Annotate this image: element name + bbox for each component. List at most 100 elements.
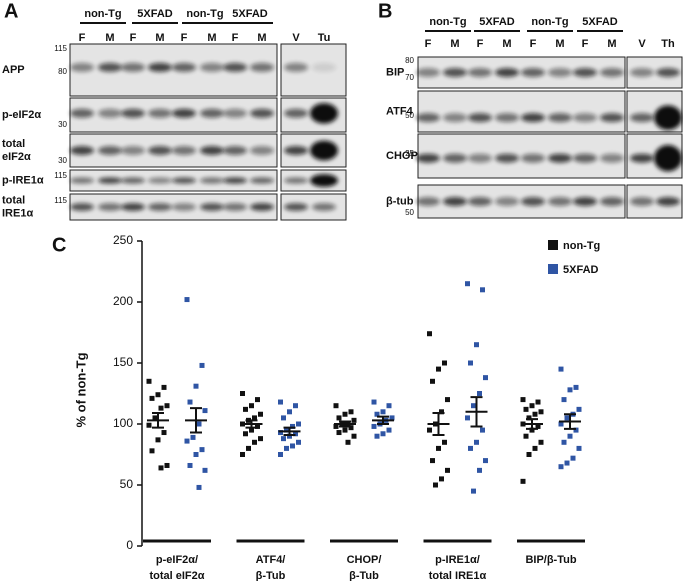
data-point — [158, 405, 164, 411]
mw-marker: 115 — [54, 44, 67, 53]
band — [200, 146, 224, 155]
data-point — [193, 452, 199, 457]
data-point — [439, 476, 444, 482]
data-point — [249, 427, 254, 433]
band — [200, 108, 224, 118]
data-point — [252, 439, 257, 445]
lane-label: F — [181, 32, 188, 44]
data-point — [374, 411, 380, 417]
data-point — [442, 360, 447, 366]
band — [654, 105, 682, 130]
band — [172, 146, 196, 155]
row-label: β-tub — [386, 195, 414, 207]
data-point — [246, 445, 251, 451]
band — [656, 197, 680, 206]
band — [468, 113, 492, 123]
band — [630, 197, 654, 206]
x-tick-label: β-Tub — [256, 570, 286, 581]
band — [172, 62, 196, 72]
data-point — [146, 422, 152, 428]
data-point — [199, 447, 205, 453]
band — [98, 108, 122, 118]
data-point — [433, 482, 438, 488]
data-point — [152, 415, 158, 421]
data-point — [558, 366, 564, 372]
sem-bar — [526, 418, 538, 430]
mw-marker: 115 — [54, 171, 67, 180]
band — [654, 145, 682, 172]
mw-marker: 30 — [58, 156, 67, 165]
data-point — [389, 415, 395, 421]
group-label: 5XFAD — [479, 16, 515, 28]
sem-bar — [339, 420, 351, 428]
sem-bar — [152, 412, 164, 429]
data-point — [351, 417, 357, 423]
band — [600, 197, 624, 206]
row-label: IRE1α — [2, 207, 33, 219]
lane-label: M — [257, 32, 266, 44]
row-label: CHOP — [386, 150, 418, 162]
data-point — [532, 411, 538, 417]
band — [284, 203, 308, 211]
data-point — [348, 409, 354, 415]
lane-label: F — [79, 32, 86, 44]
data-point — [567, 387, 573, 393]
legend-swatch — [548, 240, 558, 250]
band — [416, 68, 440, 77]
band — [573, 113, 597, 123]
band — [223, 146, 247, 155]
mw-marker: 80 — [405, 56, 414, 65]
band — [573, 197, 597, 206]
data-point — [576, 406, 582, 412]
lane-label: F — [232, 32, 239, 44]
data-point — [430, 378, 435, 384]
band — [521, 68, 545, 77]
data-point — [558, 421, 564, 427]
legend-swatch — [548, 264, 558, 274]
data-point — [380, 431, 386, 437]
sem-bar — [283, 426, 296, 436]
data-point — [187, 399, 193, 405]
data-point — [573, 427, 579, 433]
mw-marker: 70 — [405, 73, 414, 82]
data-point — [480, 427, 485, 433]
data-point — [243, 431, 248, 437]
row-label: eIF2α — [2, 151, 31, 163]
band — [600, 68, 624, 77]
mw-marker: 50 — [405, 208, 414, 217]
band — [121, 146, 145, 155]
mw-marker: 50 — [405, 111, 414, 120]
band — [121, 203, 145, 211]
data-point — [436, 445, 441, 451]
band — [468, 68, 492, 77]
band — [600, 113, 624, 123]
data-point — [164, 462, 170, 468]
data-point — [348, 425, 354, 431]
data-point — [202, 408, 208, 414]
data-point — [196, 484, 202, 490]
y-tick-label: 150 — [113, 355, 133, 369]
band — [495, 113, 519, 123]
row-label: APP — [2, 64, 25, 76]
lane-label: Th — [661, 38, 675, 50]
band — [495, 153, 519, 163]
band — [312, 62, 336, 72]
data-point — [284, 445, 289, 451]
data-point — [281, 415, 286, 421]
x-tick-label: p-eIF2α/ — [156, 554, 198, 566]
lane-label: F — [477, 38, 484, 50]
data-point — [445, 397, 450, 403]
data-point — [520, 397, 526, 403]
data-point — [576, 445, 582, 451]
data-point — [146, 378, 152, 384]
sem-bar — [245, 419, 258, 429]
group-label: non-Tg — [531, 16, 568, 28]
band — [600, 153, 624, 163]
group-label: 5XFAD — [582, 16, 618, 28]
band — [250, 62, 274, 72]
data-point — [161, 384, 167, 390]
band — [548, 68, 572, 77]
band — [468, 153, 492, 163]
data-point — [465, 281, 470, 287]
